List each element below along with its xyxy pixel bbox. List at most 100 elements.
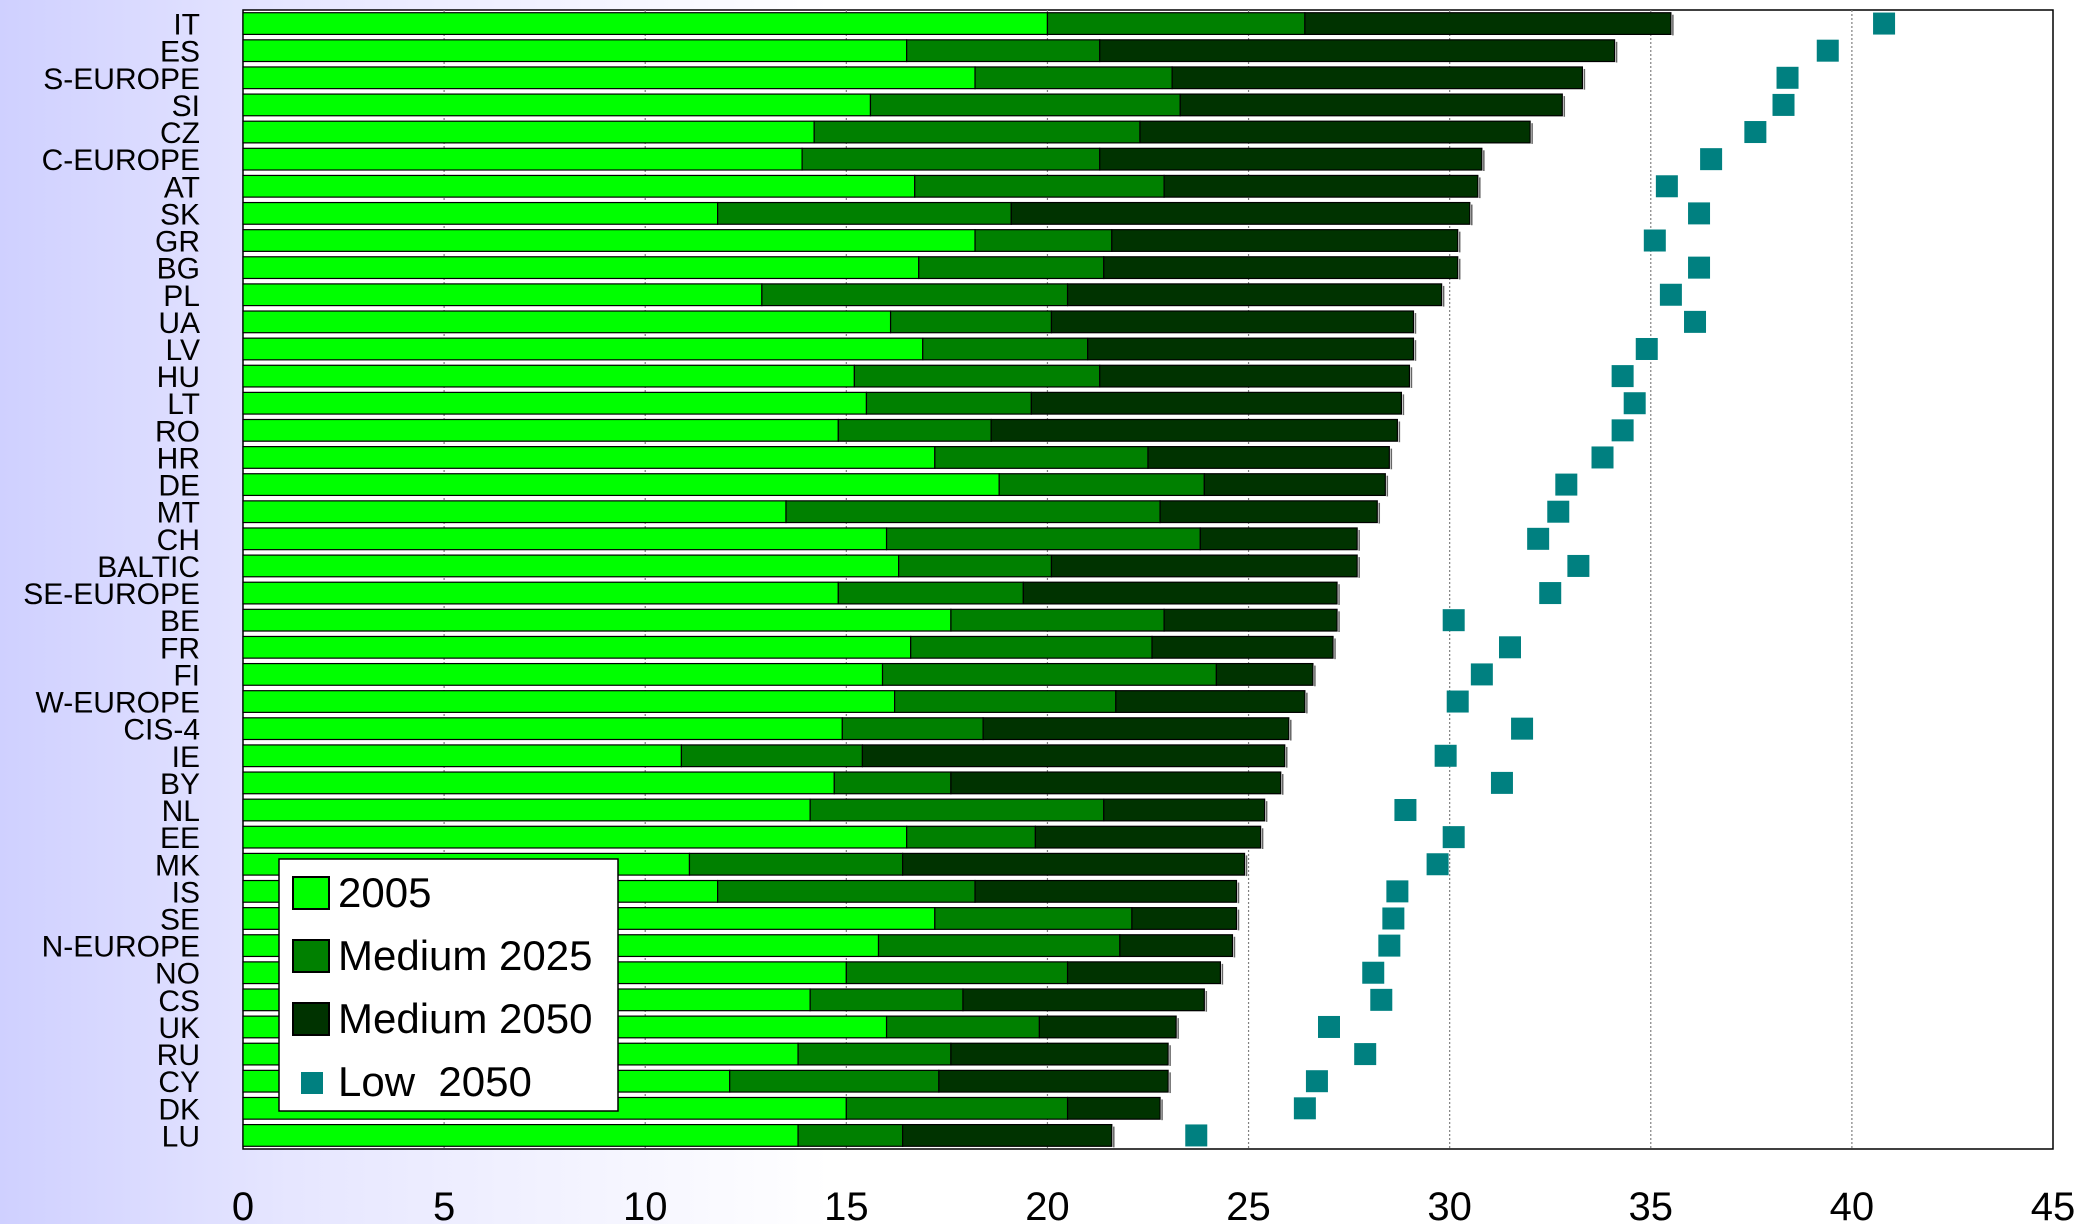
bar-2005-be [242, 608, 952, 632]
category-label-by: BY [160, 768, 200, 801]
bar-medium-2050-no [1066, 961, 1221, 985]
marker-low-2050-be [1442, 609, 1465, 632]
bar-2005-si [242, 93, 872, 117]
bar-2005-sk [242, 201, 719, 225]
bar-2005-lt [242, 391, 868, 415]
category-label-lv: LV [166, 334, 200, 367]
bar-medium-2050-mk [902, 852, 1246, 876]
bar-2005-c-europe [242, 147, 803, 171]
category-label-it: IT [173, 9, 200, 42]
marker-low-2050-ch [1527, 527, 1550, 550]
marker-low-2050-nl [1394, 799, 1417, 822]
bar-2005-ro [242, 418, 839, 442]
bar-2005-ie [242, 744, 683, 768]
bar-2005-hr [242, 446, 936, 469]
bar-medium-2025-cz [813, 120, 1141, 144]
bar-2005-cis-4 [242, 717, 843, 741]
marker-low-2050-is [1386, 880, 1409, 903]
bar-2005-it [242, 12, 1049, 36]
legend-box [278, 858, 619, 1112]
bar-medium-2025-at [914, 174, 1165, 198]
marker-low-2050-ua [1684, 310, 1707, 333]
bar-medium-2025-lu [797, 1123, 904, 1147]
bar-medium-2025-cy [729, 1069, 940, 1093]
marker-low-2050-se-europe [1539, 582, 1562, 605]
bar-medium-2025-fi [881, 662, 1217, 686]
category-label-gr: GR [155, 226, 200, 259]
category-label-cz: CZ [160, 117, 200, 150]
category-label-n-europe: N-EUROPE [42, 931, 200, 964]
bar-2005-w-europe [242, 690, 896, 713]
marker-low-2050-baltic [1567, 554, 1590, 577]
marker-low-2050-dk [1293, 1097, 1316, 1120]
bar-medium-2050-se [1131, 907, 1238, 930]
category-label-no: NO [155, 958, 200, 991]
bar-medium-2025-fr [910, 635, 1153, 659]
bar-2005-ua [242, 310, 892, 334]
bar-medium-2050-ie [861, 744, 1286, 768]
marker-low-2050-bg [1688, 256, 1711, 279]
category-label-s-europe: S-EUROPE [43, 63, 200, 96]
legend-swatch-medium-2025 [292, 939, 330, 973]
bar-medium-2025-hr [934, 446, 1149, 469]
bar-2005-fr [242, 635, 912, 659]
category-label-cs: CS [158, 985, 200, 1018]
x-tick-label: 15 [824, 1185, 869, 1224]
bar-medium-2050-lu [902, 1123, 1113, 1147]
category-label-mk: MK [155, 849, 200, 882]
category-label-se: SE [160, 903, 200, 936]
bar-medium-2025-it [1046, 12, 1306, 36]
bar-medium-2050-ee [1034, 825, 1262, 849]
x-tick-label: 40 [1830, 1185, 1875, 1224]
category-label-de: DE [158, 470, 200, 503]
category-label-es: ES [160, 36, 200, 69]
bar-medium-2025-cs [809, 988, 964, 1012]
bar-medium-2025-cis-4 [841, 717, 984, 741]
bar-medium-2050-cz [1139, 120, 1531, 144]
bar-2005-at [242, 174, 916, 198]
category-label-ro: RO [155, 415, 200, 448]
marker-low-2050-gr [1643, 229, 1666, 252]
marker-low-2050-mt [1547, 500, 1570, 523]
bar-medium-2050-es [1099, 39, 1616, 63]
category-label-nl: NL [162, 795, 200, 828]
marker-low-2050-se [1382, 907, 1405, 930]
category-label-cy: CY [158, 1066, 200, 1099]
bar-medium-2050-bg [1103, 256, 1459, 280]
bar-medium-2025-n-europe [877, 934, 1121, 958]
bar-medium-2025-ro [837, 418, 992, 442]
bar-medium-2025-s-europe [974, 66, 1173, 90]
marker-low-2050-c-europe [1700, 148, 1723, 171]
marker-low-2050-de [1555, 473, 1578, 496]
category-label-at: AT [164, 171, 200, 204]
legend-label-2005: 2005 [338, 869, 431, 916]
category-label-si: SI [172, 90, 200, 123]
bar-medium-2025-hu [853, 364, 1101, 388]
x-axis-ticks: 0 5 10 15 20 25 30 35 40 45 [232, 1185, 2075, 1224]
marker-low-2050-cz [1744, 121, 1767, 144]
bar-medium-2025-ee [906, 825, 1036, 849]
marker-low-2050-fi [1470, 663, 1493, 686]
bar-medium-2025-uk [885, 1015, 1040, 1039]
bars [242, 12, 1674, 1148]
bar-medium-2025-be [950, 608, 1165, 632]
marker-low-2050-lt [1623, 392, 1646, 415]
bar-2005-s-europe [242, 66, 976, 90]
markers [1185, 12, 1896, 1147]
bar-medium-2050-it [1304, 12, 1672, 36]
x-tick-label: 20 [1025, 1185, 1070, 1224]
marker-low-2050-at [1655, 175, 1678, 198]
marker-low-2050-cs [1370, 988, 1393, 1011]
x-tick-label: 5 [433, 1185, 455, 1224]
marker-low-2050-sk [1688, 202, 1711, 225]
legend-label-low-2050: Low 2050 [338, 1058, 532, 1105]
category-label-lt: LT [167, 388, 200, 421]
bar-2005-gr [242, 229, 976, 252]
bar-medium-2025-nl [809, 798, 1105, 822]
category-label-fr: FR [160, 632, 200, 665]
bar-medium-2050-de [1203, 473, 1386, 497]
marker-low-2050-ro [1611, 419, 1634, 442]
bar-medium-2050-cy [938, 1069, 1169, 1093]
x-tick-label: 0 [232, 1185, 254, 1224]
